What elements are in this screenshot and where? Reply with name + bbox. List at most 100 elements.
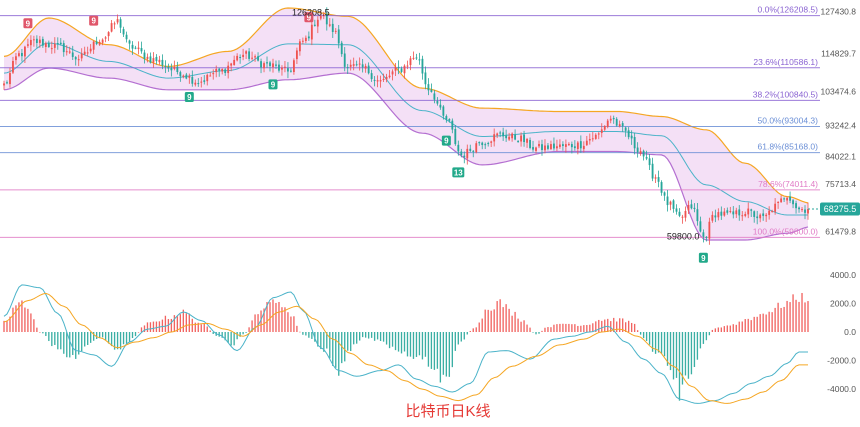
candle-body-236 <box>708 221 711 239</box>
macd-bar-164 <box>493 309 495 332</box>
td-marker-text-3: 9 <box>271 80 276 89</box>
candle-body-176 <box>529 139 531 148</box>
candle-body-48 <box>146 56 149 59</box>
macd-axis: 4000.0 2000.0 0.0 -2000.0 -4000.0 <box>827 270 856 394</box>
candle-body-54 <box>164 65 167 67</box>
macd-bar-142 <box>427 332 430 367</box>
macd-bar-56 <box>170 318 173 332</box>
fib-label-3: 50.0%(93004.3) <box>758 115 819 125</box>
macd-bar-106 <box>320 332 322 350</box>
macd-bar-157 <box>472 328 474 332</box>
macd-bar-85 <box>257 314 259 332</box>
candle-body-188 <box>564 144 567 147</box>
macd-bar-112 <box>338 332 340 376</box>
candle-body-229 <box>687 205 690 211</box>
macd-bar-113 <box>341 332 343 364</box>
macd-bar-131 <box>394 332 397 351</box>
candle-body-144 <box>433 93 436 100</box>
candle-body-63 <box>191 76 194 84</box>
macd-bar-192 <box>577 325 579 332</box>
candle-body-252 <box>756 216 759 219</box>
candle-body-57 <box>173 67 176 69</box>
candle-body-231 <box>693 207 696 209</box>
macd-bar-151 <box>454 332 456 351</box>
macd-bar-225 <box>675 332 678 378</box>
candle-body-139 <box>418 59 421 61</box>
candle-body-222 <box>666 196 669 206</box>
candle-body-201 <box>603 125 606 130</box>
candle-body-131 <box>394 66 397 71</box>
macd-bar-36 <box>110 332 113 347</box>
td-marker-box-0 <box>23 18 33 29</box>
candle-body-225 <box>675 208 678 212</box>
macd-bar-87 <box>263 308 265 332</box>
macd-bar-1 <box>6 320 8 332</box>
candle-body-151 <box>454 129 457 145</box>
current-price-box <box>820 202 860 216</box>
candle-body-194 <box>582 145 585 150</box>
macd-bar-41 <box>125 332 128 344</box>
macd-bar-129 <box>388 332 391 349</box>
macd-bar-14 <box>45 332 47 337</box>
macd-bar-175 <box>526 324 528 332</box>
macd-bar-109 <box>329 332 331 359</box>
candle-body-81 <box>245 51 248 54</box>
candle-body-216 <box>648 158 651 166</box>
macd-bar-25 <box>78 332 80 355</box>
macd-bar-183 <box>550 327 552 332</box>
macd-bar-141 <box>424 332 427 357</box>
candle-body-117 <box>352 64 355 66</box>
price-tick-0: 127430.8 <box>821 7 857 17</box>
macd-bar-10 <box>33 319 35 332</box>
candle-body-87 <box>263 63 265 69</box>
macd-bar-214 <box>642 332 645 339</box>
macd-bar-221 <box>663 332 666 357</box>
macd-tick-0: 4000.0 <box>830 270 856 280</box>
macd-bar-63 <box>191 318 193 332</box>
macd-bar-45 <box>137 332 140 333</box>
candle-body-125 <box>376 80 379 82</box>
macd-bar-42 <box>128 332 131 342</box>
macd-bar-160 <box>481 318 483 332</box>
candle-body-32 <box>98 41 101 45</box>
candle-body-209 <box>627 130 630 138</box>
candle-body-11 <box>35 38 38 44</box>
macd-bar-152 <box>457 332 459 345</box>
candle-body-167 <box>502 132 505 137</box>
candle-body-100 <box>301 40 304 42</box>
candle-body-47 <box>143 52 146 59</box>
candle-body-17 <box>53 43 56 48</box>
candle-body-29 <box>89 48 92 52</box>
candle-body-257 <box>771 211 774 213</box>
candle-body-50 <box>152 58 155 63</box>
candle-body-124 <box>373 79 376 81</box>
macd-bar-256 <box>768 311 770 332</box>
fib-label-2: 38.2%(100840.5) <box>753 89 818 99</box>
macd-bar-213 <box>639 332 642 335</box>
candle-body-39 <box>119 19 122 28</box>
candle-body-69 <box>209 75 212 77</box>
macd-bar-237 <box>711 329 714 332</box>
macd-bar-107 <box>323 332 325 352</box>
td-marker-box-3 <box>268 79 278 90</box>
candle-body-150 <box>451 120 454 130</box>
macd-bar-179 <box>538 332 540 334</box>
candle-body-141 <box>424 72 427 85</box>
candle-body-77 <box>233 59 236 65</box>
macd-bar-60 <box>182 309 185 332</box>
macd-bar-121 <box>364 332 367 338</box>
candle-body-52 <box>158 59 161 63</box>
macd-bar-59 <box>179 314 182 332</box>
macd-bar-219 <box>657 332 660 353</box>
macd-bar-147 <box>442 332 445 375</box>
bollinger-band-fill <box>4 8 808 240</box>
candle-body-62 <box>188 76 191 78</box>
td-marker-text-1: 9 <box>91 17 96 26</box>
candle-body-18 <box>56 43 59 45</box>
candle-body-14 <box>44 43 47 47</box>
candle-body-190 <box>570 144 573 148</box>
candle-body-246 <box>738 209 741 216</box>
candle-body-241 <box>723 211 726 216</box>
current-price-marker: 68275.5 <box>808 202 860 216</box>
